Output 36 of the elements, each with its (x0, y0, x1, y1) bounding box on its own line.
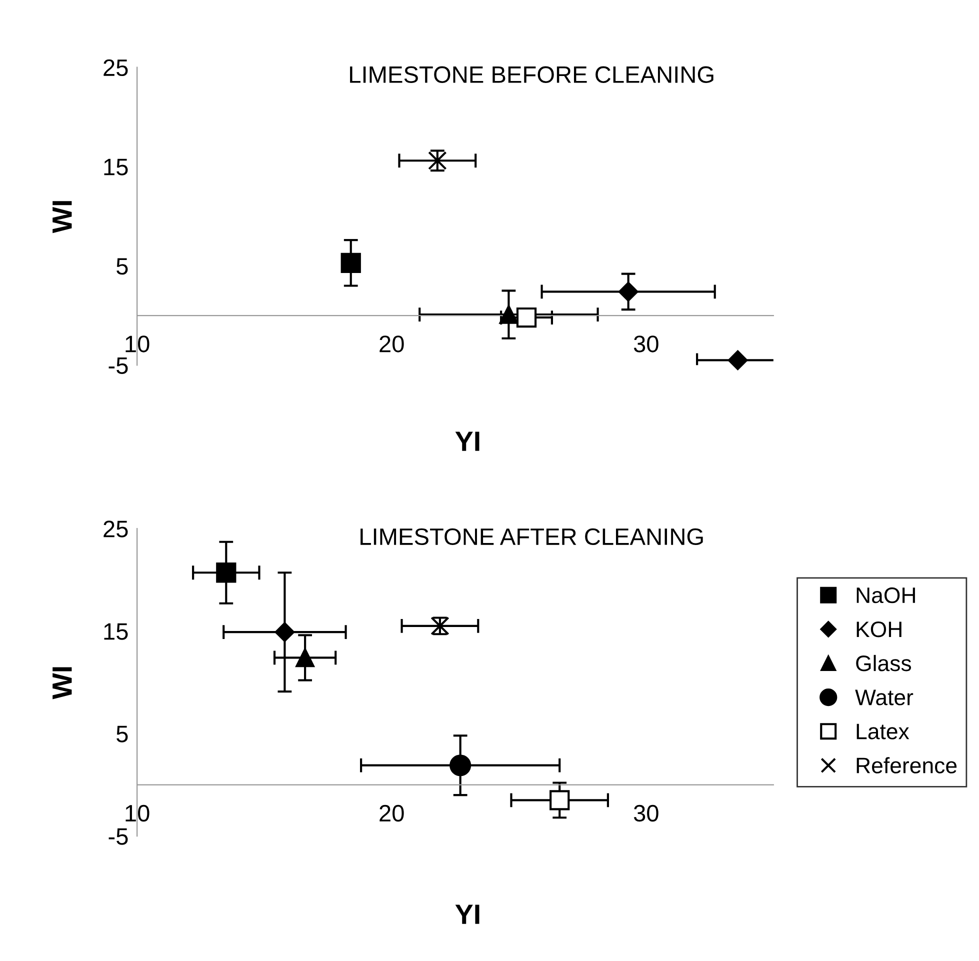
x-axis-title: YI (455, 432, 480, 451)
y-axis-title: WI (52, 667, 72, 700)
y-tick-label: 15 (104, 623, 128, 640)
point (516, 307, 537, 328)
x-tick-label: 20 (380, 804, 404, 822)
point (550, 790, 570, 810)
x-tick-label: 20 (380, 336, 404, 352)
legend-label: Glass (856, 654, 912, 672)
y-tick-label: 25 (104, 59, 128, 76)
x-tick-label: 10 (126, 804, 150, 822)
y-tick-label: -5 (108, 828, 128, 845)
chart-title: LIMESTONE AFTER CLEANING (360, 528, 703, 546)
point (728, 350, 748, 370)
x-axis-title: YI (455, 904, 480, 924)
legend-label: Reference (856, 757, 957, 774)
point (499, 305, 518, 324)
point (618, 282, 638, 302)
y-tick-label: 5 (116, 258, 128, 275)
x-tick-label: 10 (126, 336, 150, 352)
x-tick-label: 30 (634, 804, 658, 822)
legend-label: NaOH (856, 587, 915, 604)
point (340, 252, 361, 273)
point (274, 622, 295, 642)
chart-title: LIMESTONE BEFORE CLEANING (350, 66, 714, 83)
y-tick-label: 5 (116, 726, 128, 742)
legend-label: Water (855, 690, 914, 706)
legend-label: KOH (856, 621, 902, 638)
y-tick-label: -5 (108, 357, 128, 374)
y-tick-label: 25 (104, 520, 128, 538)
y-axis-title: WI (52, 201, 72, 234)
x-tick-label: 30 (634, 336, 658, 352)
point (296, 648, 314, 668)
point (450, 754, 472, 776)
y-tick-label: 15 (104, 158, 128, 176)
point (216, 562, 236, 583)
legend-label: Latex (856, 724, 910, 740)
